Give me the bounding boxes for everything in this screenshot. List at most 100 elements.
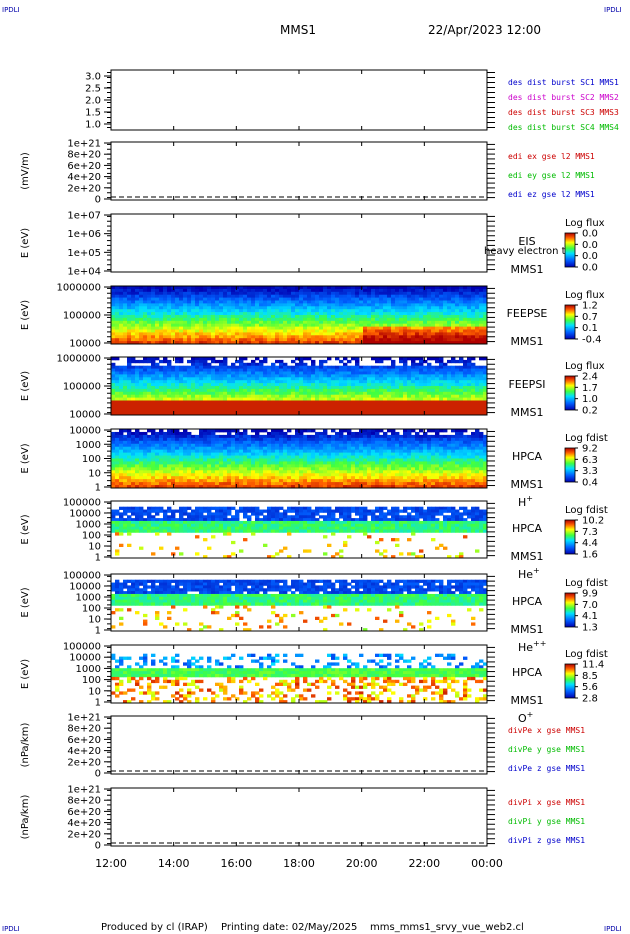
spec-cell <box>191 467 196 471</box>
spec-cell <box>419 374 424 378</box>
spec-cell <box>251 317 256 322</box>
spec-cell <box>207 368 212 372</box>
spec-cell <box>323 297 328 301</box>
spec-cell <box>319 473 324 477</box>
spec-cell <box>127 409 132 413</box>
spec-cell <box>287 388 292 393</box>
spec-cell <box>231 326 236 330</box>
spec-cell <box>139 341 144 345</box>
spec-cell <box>451 374 456 378</box>
spec-cell <box>299 403 304 407</box>
spec-cell <box>275 479 280 483</box>
panel-frame <box>110 141 488 201</box>
spec-cell <box>443 300 448 304</box>
spec-cell <box>439 403 444 407</box>
spec-cell <box>323 286 328 290</box>
spec-cell <box>135 388 140 393</box>
spec-cell <box>187 309 192 313</box>
spec-cell <box>375 386 380 390</box>
spec-cell <box>163 467 168 471</box>
spec-cell <box>143 357 148 361</box>
spec-cell <box>131 485 136 489</box>
spec-cell <box>435 338 440 342</box>
spec-cell <box>367 412 372 416</box>
spec-cell <box>459 359 464 364</box>
spec-cell <box>143 297 148 301</box>
spec-cell <box>399 338 404 342</box>
spec-cell <box>159 306 164 310</box>
spec-cell <box>183 461 188 465</box>
spec-cell <box>451 309 456 313</box>
spec-cell <box>407 391 412 396</box>
spec-cell <box>335 294 340 298</box>
spec-cell <box>367 341 372 345</box>
spec-cell <box>379 377 384 381</box>
spec-cell <box>247 403 252 407</box>
spec-cell <box>191 388 196 393</box>
spec-cell <box>283 335 288 339</box>
spec-cell <box>431 329 436 333</box>
spec-cell <box>127 388 132 393</box>
spec-cell <box>119 479 124 483</box>
spec-cell <box>155 479 160 483</box>
spec-cell <box>191 412 196 416</box>
spec-cell <box>399 377 404 381</box>
spec-cell <box>155 329 160 333</box>
spec-cell <box>239 409 244 413</box>
spec-cell <box>351 412 356 416</box>
spec-cell <box>303 306 308 310</box>
spec-cell <box>155 476 160 480</box>
spec-cell <box>403 323 408 327</box>
spec-cell <box>443 368 448 372</box>
spec-cell <box>203 476 208 480</box>
spec-cell <box>231 291 236 296</box>
spec-cell <box>279 434 284 439</box>
spec-cell <box>371 303 376 307</box>
spec-cell <box>335 326 340 330</box>
spec-cell <box>135 329 140 333</box>
spec-cell <box>467 312 472 316</box>
spec-cell <box>287 297 292 301</box>
spec-cell <box>319 329 324 333</box>
spec-cell <box>211 412 216 416</box>
spec-cell <box>479 323 484 327</box>
spec-cell <box>131 437 136 442</box>
spec-cell <box>383 400 388 404</box>
spec-cell <box>363 409 368 413</box>
spec-cell <box>171 482 176 486</box>
spec-cell <box>307 374 312 378</box>
spec-cell <box>439 362 444 367</box>
spec-cell <box>151 341 156 345</box>
spec-cell <box>159 386 164 390</box>
spec-cell <box>323 312 328 316</box>
spec-cell <box>239 461 244 465</box>
spec-cell <box>391 368 396 372</box>
spec-cell <box>207 470 212 474</box>
spec-cell <box>191 329 196 333</box>
spec-cell <box>395 297 400 301</box>
spec-cell <box>315 440 320 445</box>
spec-cell <box>475 288 480 293</box>
spec-cell <box>271 400 276 404</box>
spec-cell <box>331 300 336 304</box>
spec-cell <box>251 400 256 404</box>
spec-cell <box>311 386 316 390</box>
spec-cell <box>199 317 204 322</box>
spec-cell <box>347 391 352 396</box>
spec-cell <box>343 312 348 316</box>
spec-cell <box>435 317 440 322</box>
spec-cell <box>227 335 232 339</box>
spec-cell <box>435 306 440 310</box>
spec-cell <box>179 431 184 436</box>
spec-cell <box>151 317 156 322</box>
spec-cell <box>415 380 420 384</box>
spec-cell <box>235 434 240 439</box>
spec-cell <box>275 400 280 404</box>
spec-cell <box>371 406 376 410</box>
spec-cell <box>307 297 312 301</box>
spec-cell <box>111 449 116 453</box>
spec-cell <box>283 458 288 462</box>
spec-cell <box>383 357 388 361</box>
spec-cell <box>475 388 480 393</box>
spec-cell <box>255 397 260 401</box>
